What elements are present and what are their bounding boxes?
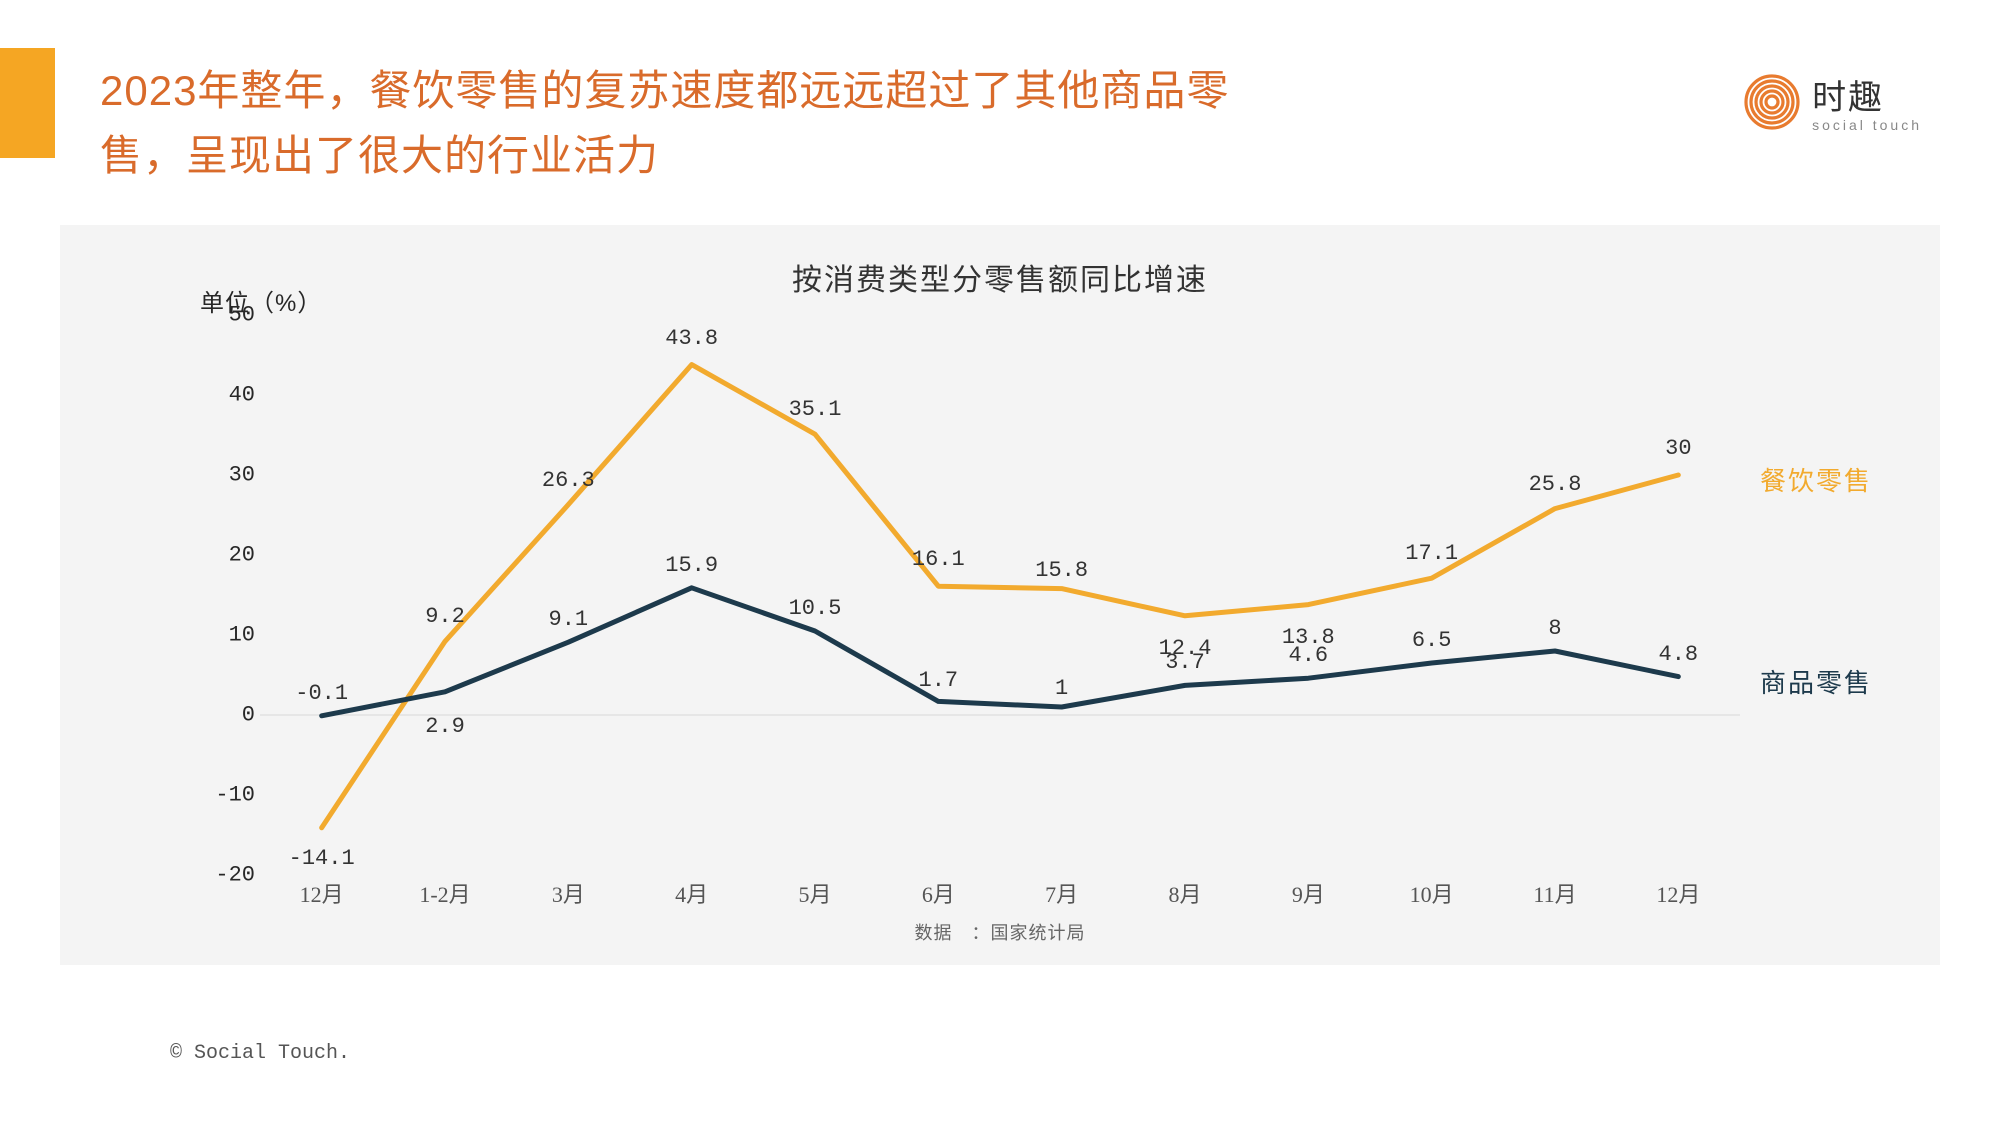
data-label: 3.7 <box>1165 650 1205 675</box>
y-tick: -10 <box>215 783 255 808</box>
legend-catering: 餐饮零售 <box>1760 461 1872 498</box>
data-label: 1.7 <box>919 668 959 693</box>
data-label: 4.8 <box>1659 642 1699 667</box>
data-label: 6.5 <box>1412 628 1452 653</box>
x-tick: 3月 <box>552 877 585 909</box>
data-label: 4.6 <box>1289 643 1329 668</box>
x-tick: 5月 <box>798 877 831 909</box>
logo-cn-text: 时趣 <box>1812 70 1884 119</box>
chart-title: 按消费类型分零售额同比增速 <box>60 255 1940 299</box>
x-tick: 12月 <box>1656 877 1700 909</box>
y-tick: 20 <box>229 543 255 568</box>
x-tick: 9月 <box>1292 877 1325 909</box>
data-label: 43.8 <box>665 326 718 351</box>
y-tick: 40 <box>229 383 255 408</box>
x-tick: 7月 <box>1045 877 1078 909</box>
logo-en-text: social touch <box>1812 117 1922 133</box>
data-label: 2.9 <box>425 714 465 739</box>
unit-label: 单位（%） <box>200 283 322 318</box>
x-tick: 8月 <box>1168 877 1201 909</box>
x-tick: 1-2月 <box>419 877 470 909</box>
data-label: 16.1 <box>912 547 965 572</box>
data-label: 30 <box>1665 436 1691 461</box>
data-label: -0.1 <box>295 681 348 706</box>
legend-goods: 商品零售 <box>1760 663 1872 700</box>
page-title: 2023年整年，餐饮零售的复苏速度都远远超过了其他商品零售，呈现出了很大的行业活… <box>100 58 1250 188</box>
data-label: 15.9 <box>665 553 718 578</box>
logo: 时趣 social touch <box>1744 70 1922 133</box>
x-tick: 6月 <box>922 877 955 909</box>
data-label: 15.8 <box>1035 558 1088 583</box>
y-tick: 0 <box>242 703 255 728</box>
y-tick: 50 <box>229 303 255 328</box>
source-note: 数据 ：国家统计局 <box>60 919 1940 945</box>
data-label: 17.1 <box>1405 541 1458 566</box>
data-label: 9.2 <box>425 604 465 629</box>
data-label: 26.3 <box>542 468 595 493</box>
x-tick: 4月 <box>675 877 708 909</box>
data-label: 1 <box>1055 676 1068 701</box>
data-label: 35.1 <box>789 397 842 422</box>
chart-plot-area: -14.19.226.343.835.116.115.812.413.817.1… <box>260 315 1740 875</box>
y-axis-ticks: -20-1001020304050 <box>200 315 255 875</box>
x-axis-ticks: 12月 1-2月 3月 4月 5月 6月 7月 8月 9月 10月 11月 12月 <box>260 877 1740 917</box>
data-label: -14.1 <box>289 846 355 871</box>
x-tick: 10月 <box>1410 877 1454 909</box>
data-label: 25.8 <box>1529 472 1582 497</box>
accent-bar <box>0 48 55 158</box>
x-tick: 12月 <box>300 877 344 909</box>
data-label: 9.1 <box>549 607 589 632</box>
chart-panel: 按消费类型分零售额同比增速 单位（%） -20-1001020304050 12… <box>60 225 1940 965</box>
y-tick: 30 <box>229 463 255 488</box>
copyright: © Social Touch. <box>170 1042 350 1065</box>
x-tick: 11月 <box>1533 877 1576 909</box>
logo-spiral-icon <box>1744 74 1800 130</box>
y-tick: -20 <box>215 863 255 888</box>
y-tick: 10 <box>229 623 255 648</box>
data-label: 8 <box>1548 616 1561 641</box>
data-label: 10.5 <box>789 596 842 621</box>
